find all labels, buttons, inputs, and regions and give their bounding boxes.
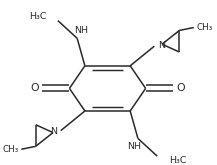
- Text: N: N: [158, 41, 165, 50]
- Text: N: N: [50, 127, 57, 136]
- Text: CH₃: CH₃: [197, 23, 213, 32]
- Text: H₃C: H₃C: [169, 156, 186, 165]
- Text: NH: NH: [74, 26, 88, 35]
- Text: O: O: [176, 83, 185, 93]
- Text: NH: NH: [127, 142, 141, 151]
- Text: CH₃: CH₃: [2, 145, 18, 154]
- Text: H₃C: H₃C: [29, 12, 46, 21]
- Text: O: O: [30, 83, 39, 93]
